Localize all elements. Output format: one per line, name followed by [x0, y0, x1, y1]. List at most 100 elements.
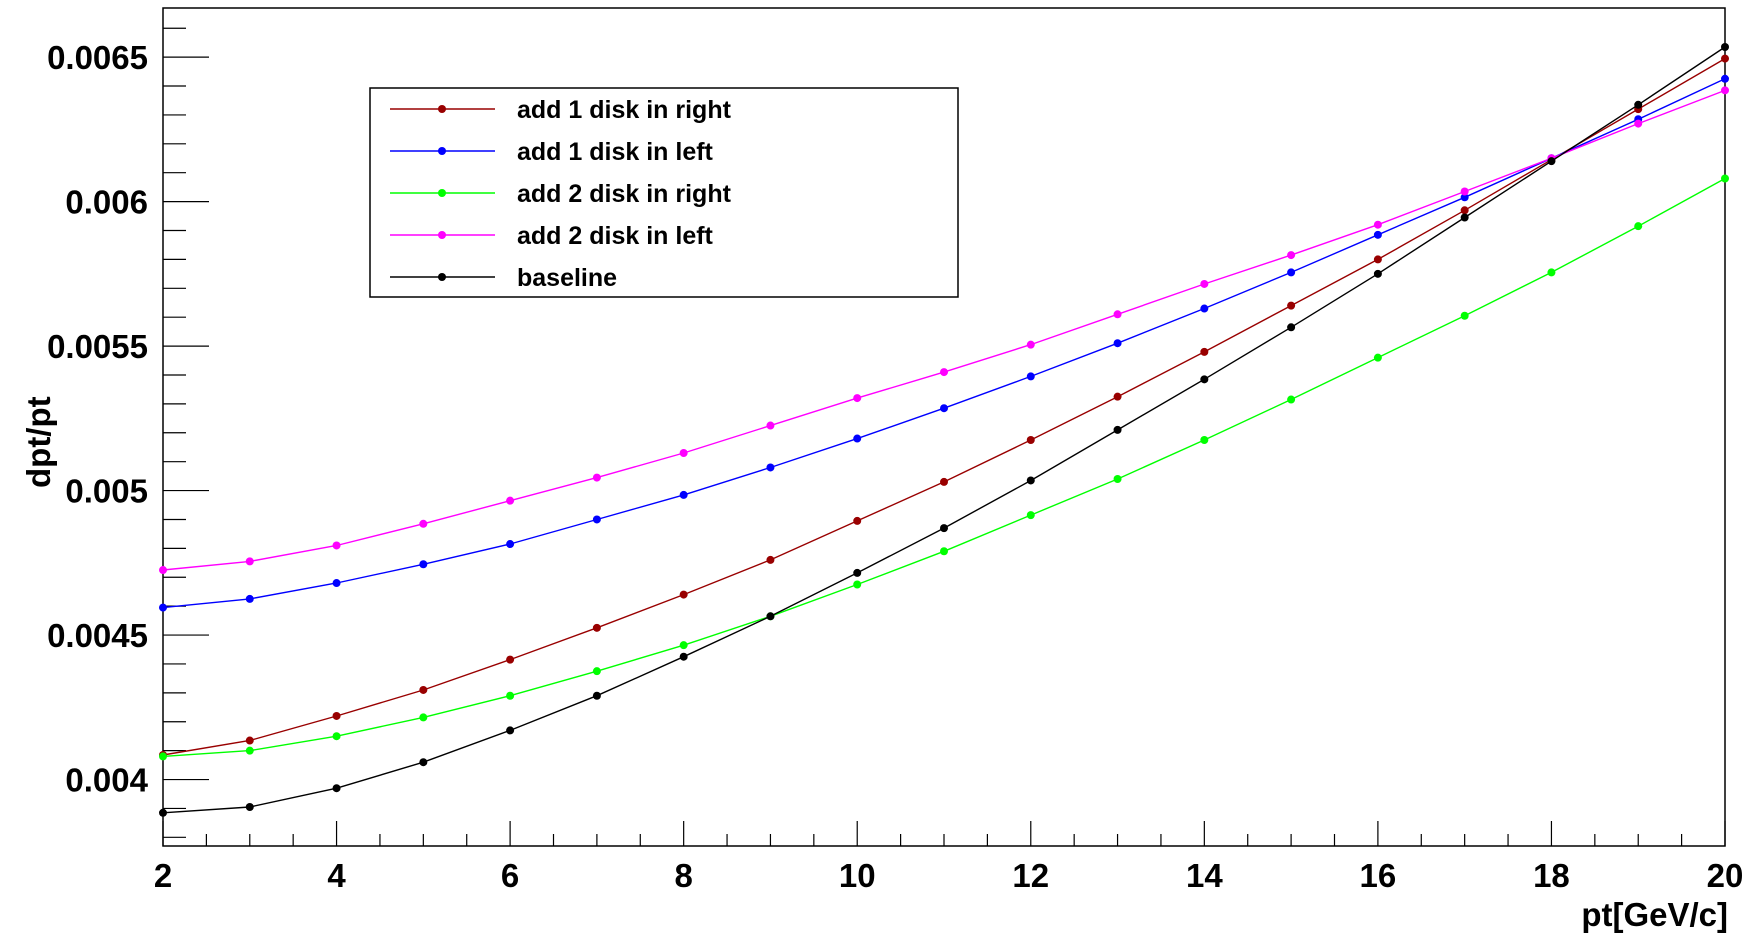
data-point	[332, 541, 341, 550]
x-tick-label: 10	[839, 857, 876, 894]
legend: add 1 disk in right add 1 disk in left add…	[369, 87, 959, 298]
data-point	[679, 590, 688, 599]
data-point	[1460, 206, 1469, 215]
data-point	[679, 490, 688, 499]
data-point	[1026, 476, 1035, 485]
data-point	[1634, 100, 1643, 109]
data-point	[1200, 436, 1209, 445]
data-point	[1634, 119, 1643, 128]
data-point	[1287, 268, 1296, 277]
data-point	[419, 758, 428, 767]
data-point	[245, 594, 254, 603]
data-point	[1287, 251, 1296, 260]
y-tick-label: 0.0045	[47, 617, 148, 654]
series-group	[159, 43, 1729, 817]
legend-item: add 1 disk in left	[390, 138, 714, 166]
data-point	[592, 667, 601, 676]
data-point	[592, 623, 601, 632]
data-point	[940, 477, 948, 486]
data-point	[1373, 255, 1382, 264]
data-point	[245, 802, 254, 811]
legend-marker	[438, 105, 446, 113]
data-point	[1721, 54, 1729, 63]
data-point	[419, 713, 428, 722]
data-point	[506, 496, 515, 505]
data-point	[506, 726, 515, 735]
data-point	[940, 524, 948, 533]
data-point	[853, 516, 862, 525]
data-point	[332, 579, 341, 588]
x-tick-label: 12	[1012, 857, 1049, 894]
data-point	[1113, 475, 1122, 484]
data-point	[592, 515, 601, 524]
data-point	[159, 603, 167, 612]
legend-label: baseline	[517, 264, 617, 292]
x-tick-label: 18	[1533, 857, 1570, 894]
data-point	[1113, 339, 1122, 348]
data-point	[1460, 311, 1469, 320]
data-point	[1026, 372, 1035, 381]
data-point	[1200, 347, 1209, 356]
y-tick-label: 0.0065	[47, 39, 148, 76]
data-point	[245, 746, 254, 755]
data-point	[1113, 310, 1122, 319]
data-point	[245, 736, 254, 745]
data-point	[1721, 74, 1729, 83]
data-point	[1287, 301, 1296, 310]
data-point	[1721, 86, 1729, 95]
data-point	[679, 652, 688, 661]
data-point	[853, 394, 862, 403]
legend-item: baseline	[390, 264, 617, 292]
data-point	[1026, 511, 1035, 520]
data-point	[766, 463, 775, 472]
data-point	[853, 580, 862, 589]
data-point	[506, 540, 515, 549]
y-tick-label: 0.0055	[47, 328, 148, 365]
data-point	[1200, 304, 1209, 313]
series-3	[159, 86, 1729, 575]
data-point	[940, 547, 948, 556]
legend-marker	[438, 147, 446, 155]
data-point	[1547, 157, 1556, 166]
data-point	[419, 685, 428, 694]
data-point	[766, 612, 775, 621]
data-point	[159, 808, 167, 817]
x-tick-label: 4	[327, 857, 346, 894]
data-point	[419, 560, 428, 569]
y-tick-label: 0.004	[65, 762, 148, 799]
x-tick-label: 16	[1360, 857, 1397, 894]
x-tick-label: 8	[674, 857, 692, 894]
legend-label: add 1 disk in right	[517, 96, 732, 124]
data-point	[1460, 187, 1469, 196]
data-point	[1373, 269, 1382, 278]
data-point	[332, 732, 341, 741]
data-point	[332, 711, 341, 720]
legend-label: add 2 disk in left	[517, 222, 714, 250]
y-tick-label: 0.005	[65, 473, 148, 510]
legend-item: add 1 disk in right	[390, 96, 732, 124]
series-2	[159, 174, 1729, 761]
data-point	[1373, 353, 1382, 362]
data-point	[1547, 268, 1556, 277]
data-point	[1113, 425, 1122, 434]
data-point	[159, 752, 167, 761]
legend-item: add 2 disk in right	[390, 180, 732, 208]
data-point	[766, 421, 775, 430]
series-1	[159, 74, 1729, 612]
data-point	[419, 519, 428, 528]
data-point	[1373, 230, 1382, 239]
data-point	[1721, 174, 1729, 183]
data-point	[1287, 395, 1296, 404]
data-point	[506, 691, 515, 700]
data-point	[332, 784, 341, 793]
data-point	[245, 557, 254, 566]
data-point	[506, 655, 515, 664]
y-axis-title: dpt/pt	[20, 396, 57, 488]
data-point	[592, 473, 601, 482]
axes: 2 4 6 8 10 12 14 16 18 20 0.004 0.0045 0.005 0.0055 0.…	[47, 7, 1743, 894]
x-tick-label: 14	[1186, 857, 1223, 894]
series-4	[159, 43, 1729, 817]
data-point	[1460, 213, 1469, 222]
data-point	[159, 566, 167, 575]
